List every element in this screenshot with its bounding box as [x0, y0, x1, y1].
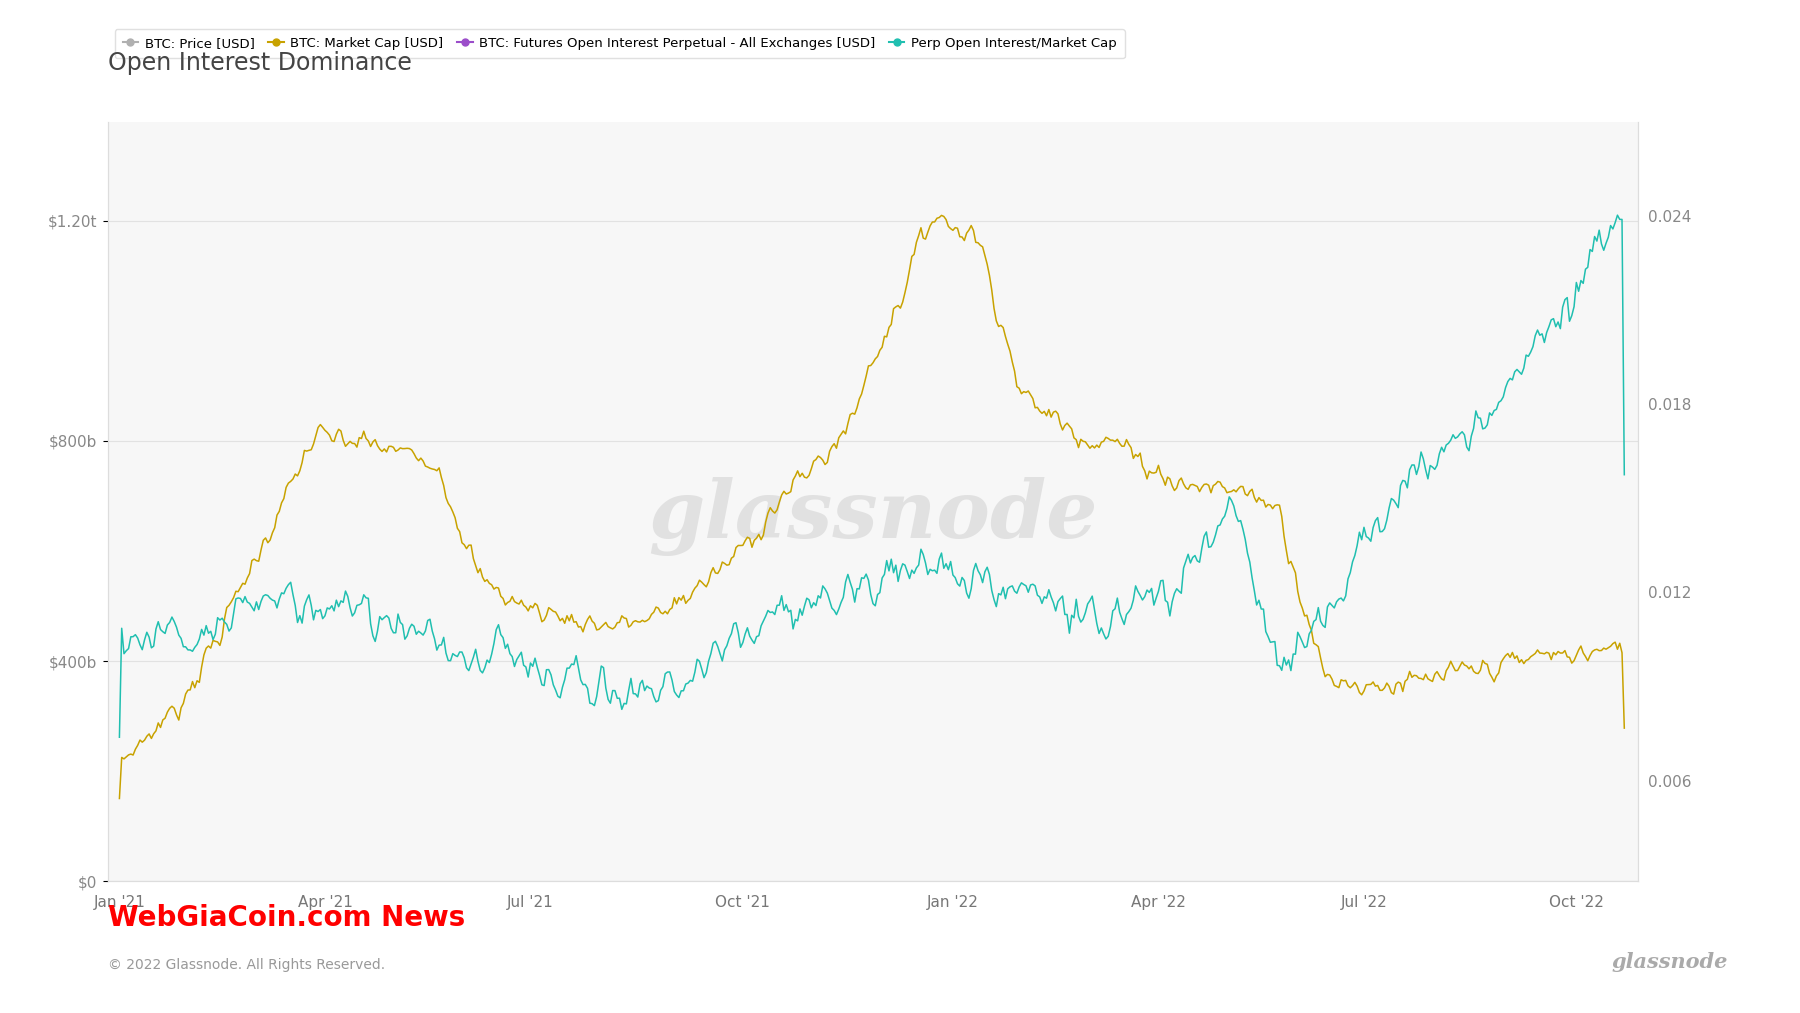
Text: Open Interest Dominance: Open Interest Dominance	[108, 51, 412, 75]
Text: glassnode: glassnode	[648, 477, 1098, 556]
Text: glassnode: glassnode	[1611, 952, 1728, 972]
Text: WebGiaCoin.com News: WebGiaCoin.com News	[108, 904, 464, 932]
Text: © 2022 Glassnode. All Rights Reserved.: © 2022 Glassnode. All Rights Reserved.	[108, 958, 385, 972]
Legend: BTC: Price [USD], BTC: Market Cap [USD], BTC: Futures Open Interest Perpetual - : BTC: Price [USD], BTC: Market Cap [USD],…	[115, 29, 1125, 58]
